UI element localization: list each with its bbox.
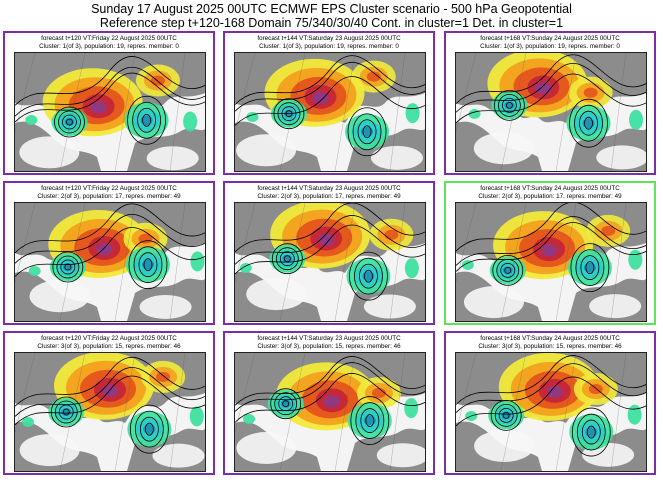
panel-forecast-label: forecast t+168 VT:Sunday 24 August 2025 … xyxy=(480,35,620,42)
panel-forecast-label: forecast t+144 VT:Saturday 23 August 202… xyxy=(257,335,401,342)
contour-lines xyxy=(235,203,425,301)
map-frame xyxy=(234,202,426,322)
panel-forecast-label: forecast t+120 VT:Friday 22 August 2025 … xyxy=(41,35,177,42)
geopotential-map xyxy=(456,353,646,471)
page-subtitle: Reference step t+120-168 Domain 75/340/3… xyxy=(99,16,564,30)
cluster-panel-grid: forecast t+120 VT:Friday 22 August 2025 … xyxy=(3,31,660,481)
geopotential-map xyxy=(235,203,425,321)
cluster-panel: forecast t+120 VT:Friday 22 August 2025 … xyxy=(3,331,215,475)
panel-forecast-label: forecast t+168 VT:Sunday 24 August 2025 … xyxy=(480,185,620,192)
geopotential-map xyxy=(235,353,425,471)
map-frame xyxy=(14,52,206,172)
panel-forecast-label: forecast t+144 VT:Saturday 23 August 202… xyxy=(257,35,401,42)
panel-forecast-label: forecast t+120 VT:Friday 22 August 2025 … xyxy=(41,185,177,192)
cluster-panel: forecast t+144 VT:Saturday 23 August 202… xyxy=(223,31,435,175)
page-title: Sunday 17 August 2025 00UTC ECMWF EPS Cl… xyxy=(91,2,572,16)
contour-lines xyxy=(15,203,205,290)
panel-cluster-label: Cluster: 1(of 3), population: 19, repres… xyxy=(39,42,179,50)
panel-forecast-label: forecast t+168 VT:Sunday 24 August 2025 … xyxy=(480,335,620,342)
cluster-panel: forecast t+120 VT:Friday 22 August 2025 … xyxy=(3,181,215,325)
map-frame xyxy=(14,202,206,322)
cluster-panel: forecast t+144 VT:Saturday 23 August 202… xyxy=(223,181,435,325)
map-frame xyxy=(455,352,647,472)
map-frame xyxy=(455,52,647,172)
panel-cluster-label: Cluster: 2(of 3), population: 17, repres… xyxy=(37,192,181,200)
contour-lines xyxy=(15,56,205,145)
panel-cluster-label: Cluster: 3(of 3), population: 15, repres… xyxy=(257,342,401,350)
map-frame xyxy=(234,352,426,472)
map-frame xyxy=(14,352,206,472)
panel-forecast-label: forecast t+120 VT:Friday 22 August 2025 … xyxy=(41,335,177,342)
contour-lines xyxy=(235,356,425,445)
panel-cluster-label: Cluster: 3(of 3), population: 15, repres… xyxy=(37,342,181,350)
cluster-panel: forecast t+168 VT:Sunday 24 August 2025 … xyxy=(444,31,656,175)
cluster-panel: forecast t+144 VT:Saturday 23 August 202… xyxy=(223,331,435,475)
panel-cluster-label: Cluster: 3(of 3), population: 15, repres… xyxy=(478,342,622,350)
map-frame xyxy=(234,52,426,172)
contour-lines xyxy=(235,55,425,157)
panel-cluster-label: Cluster: 2(of 3), population: 17, repres… xyxy=(478,192,622,200)
cluster-panel: forecast t+168 VT:Sunday 24 August 2025 … xyxy=(444,331,656,475)
panel-forecast-label: forecast t+144 VT:Saturday 23 August 202… xyxy=(257,185,401,192)
geopotential-map xyxy=(15,353,205,471)
geopotential-map xyxy=(15,203,205,321)
panel-cluster-label: Cluster: 2(of 3), population: 17, repres… xyxy=(257,192,401,200)
cluster-panel: forecast t+168 VT:Sunday 24 August 2025 … xyxy=(444,181,656,325)
panel-cluster-label: Cluster: 1(of 3), population: 19, repres… xyxy=(259,42,399,50)
contour-lines xyxy=(456,355,646,457)
geopotential-map xyxy=(456,203,646,321)
contour-lines xyxy=(456,54,646,148)
cluster-panel: forecast t+120 VT:Friday 22 August 2025 … xyxy=(3,31,215,175)
contour-lines xyxy=(15,356,205,454)
contour-lines xyxy=(456,203,646,293)
geopotential-map xyxy=(456,53,646,171)
geopotential-map xyxy=(235,53,425,171)
map-frame xyxy=(455,202,647,322)
geopotential-map xyxy=(15,53,205,171)
panel-cluster-label: Cluster: 1(of 3), population: 19, repres… xyxy=(480,42,620,50)
